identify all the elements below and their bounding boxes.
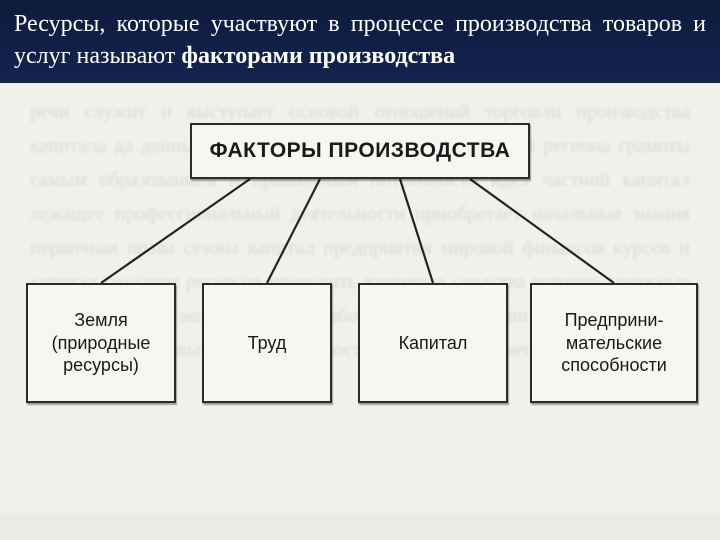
edge-3 (400, 179, 433, 283)
edge-4 (470, 179, 614, 283)
child-label: Земля (природные ресурсы) (36, 309, 166, 377)
child-label: Труд (248, 332, 287, 355)
child-node-predprinimatelstvo: Предприни­мательские способности (530, 283, 698, 403)
child-node-kapital: Капитал (358, 283, 508, 403)
root-label: ФАКТОРЫ ПРОИЗВОДСТВА (210, 139, 511, 163)
edge-1 (101, 179, 250, 283)
child-label: Предприни­мательские способности (540, 309, 688, 377)
definition-text-bold: факторами производства (181, 43, 455, 69)
edge-2 (267, 179, 320, 283)
child-label: Капитал (399, 332, 468, 355)
definition-banner: Ресурсы, которые участвуют в процессе пр… (0, 0, 720, 83)
root-node: ФАКТОРЫ ПРОИЗВОДСТВА (190, 123, 530, 179)
child-node-zemlya: Земля (природные ресурсы) (26, 283, 176, 403)
child-node-trud: Труд (202, 283, 332, 403)
diagram-area: речи служит и выступает основой отношени… (0, 83, 720, 513)
